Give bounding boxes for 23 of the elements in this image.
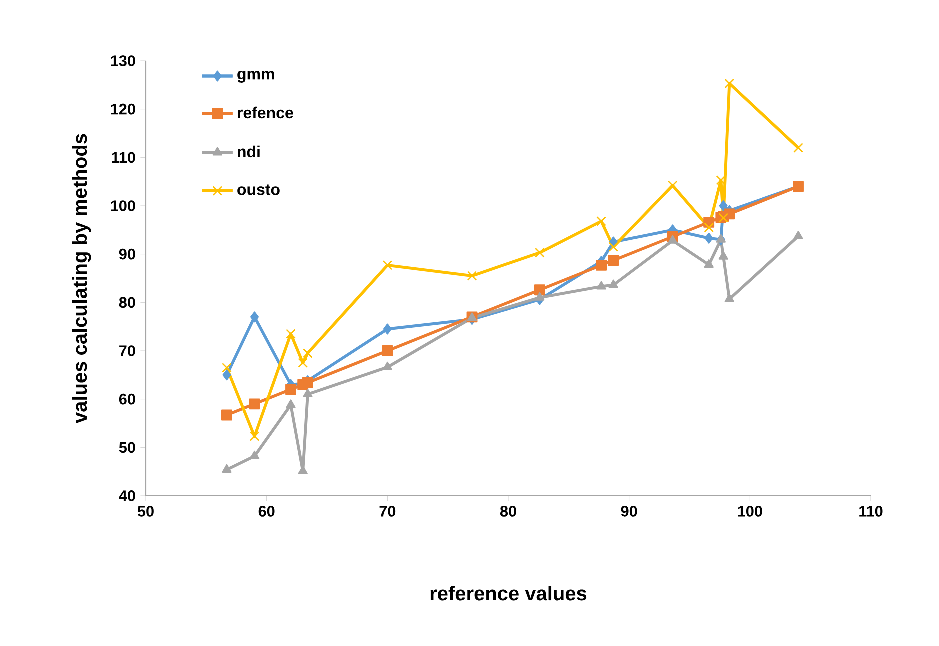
y-axis-title: values calculating by methods (72, 134, 92, 424)
legend-label: gmm (238, 70, 274, 83)
y-tick-label: 120 (111, 104, 136, 115)
y-tick-label: 100 (111, 200, 136, 212)
x-tick-label: 70 (380, 506, 396, 517)
x-tick-label: 50 (138, 506, 154, 517)
x-tick-label: 110 (860, 506, 883, 517)
x-axis-title: reference values (430, 586, 587, 601)
x-tick-label: 60 (258, 506, 275, 517)
x-tick-label: 100 (738, 506, 762, 517)
y-tick-label: 110 (112, 152, 136, 164)
y-tick-label: 70 (120, 346, 136, 356)
x-tick-label: 80 (500, 506, 516, 517)
y-tick-label: 50 (119, 442, 136, 454)
y-tick-label: 80 (119, 297, 136, 308)
legend-label: refence (238, 106, 294, 119)
x-tick-label: 90 (621, 506, 638, 517)
y-tick-label: 60 (119, 394, 136, 405)
y-tick-label: 130 (111, 56, 136, 66)
y-tick-label: 90 (119, 248, 136, 260)
legend-label: ndi (238, 146, 260, 158)
legend-label: ousto (238, 184, 280, 196)
y-tick-label: 40 (119, 490, 136, 502)
